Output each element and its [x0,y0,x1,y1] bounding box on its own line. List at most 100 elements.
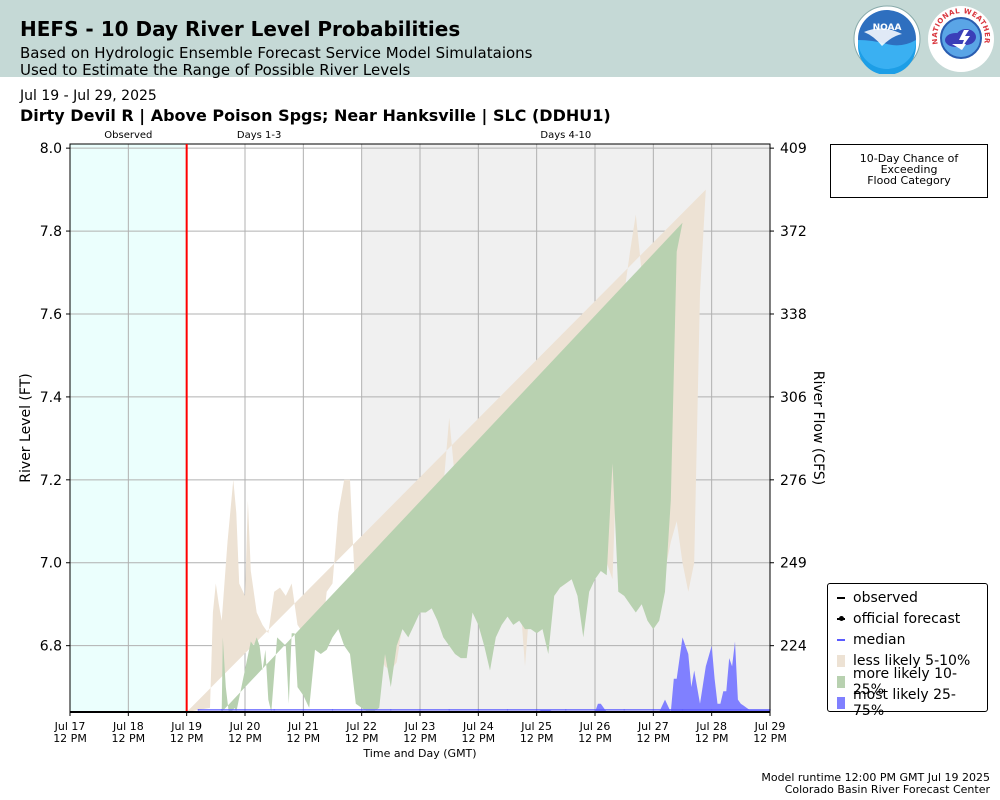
y-tick-label-0: 6.8 [40,639,62,655]
legend-item-band_5_10: less likely 5-10% [828,650,987,671]
median-point-18 [710,709,713,711]
legend-item-median: median [828,629,987,650]
page-subtitle-1: Based on Hydrologic Ensemble Forecast Se… [20,44,533,62]
y2-tick-label-6: 409 [780,141,807,157]
x-tick-label-4-line1: Jul 21 [287,720,319,733]
date-range: Jul 19 - Jul 29, 2025 [20,88,157,104]
band-1 [221,222,683,713]
y-tick-label-1: 7.0 [40,556,62,572]
median-point-14 [594,709,596,711]
x-tick-label-5-line2: 12 PM [345,732,379,745]
flood-box-line-2: Exceeding [880,163,938,176]
legend-swatch-median [830,638,852,641]
band-2 [536,637,770,712]
x-tick-label-0-line1: Jul 17 [54,720,86,733]
y-tick-label-2: 7.2 [40,473,62,489]
legend-swatch-band_10_25 [830,675,852,688]
median-point-17 [681,709,684,711]
x-tick-label-1-line2: 12 PM [112,732,146,745]
median-point-4 [302,709,305,711]
x-tick-label-0-line2: 12 PM [53,732,87,745]
y2-tick-label-1: 249 [780,556,807,572]
x-tick-label-9-line1: Jul 26 [579,720,611,733]
legend-label-band_5_10: less likely 5-10% [853,652,971,669]
station-title: Dirty Devil R | Above Poison Spgs; Near … [20,106,611,125]
x-tick-label-10-line1: Jul 27 [637,720,669,733]
median-point-9 [448,709,450,711]
median-point-12 [535,709,538,711]
x-tick-label-8-line1: Jul 25 [520,720,552,733]
legend-label-band_10_25: more likely 10-25% [852,665,958,698]
legend-item-band_25_75: most likely 25-75% [828,687,987,719]
median-point-19 [740,709,742,711]
legend-label-band_25_75: most likely 25-75% [853,686,956,719]
y2-tick-label-5: 372 [780,224,807,240]
y-tick-label-4: 7.6 [40,307,62,323]
x-tick-label-1-line1: Jul 18 [112,720,144,733]
region-label-0: Observed [104,130,152,141]
x-tick-label-3-line2: 12 PM [228,732,262,745]
x-tick-label-7-line2: 12 PM [462,732,496,745]
x-tick-label-7-line1: Jul 24 [462,720,494,733]
page-subtitle-2: Used to Estimate the Range of Possible R… [20,61,411,79]
x-tick-label-12-line1: Jul 29 [754,720,786,733]
probability-bands [186,189,770,713]
x-tick-label-9-line2: 12 PM [578,732,612,745]
median-point-10 [477,709,480,711]
legend-swatch-official [830,615,852,621]
x-tick-label-4-line2: 12 PM [287,732,321,745]
chart-legend: observed official forecast median less like… [827,583,988,719]
legend-label-median: median [853,631,906,648]
header-banner: HEFS - 10 Day River Level Probabilities … [0,0,1000,79]
noaa-logo-text: NOAA [873,23,902,33]
y-tick-label-3: 7.4 [40,390,62,406]
y-tick-label-6: 8.0 [40,141,62,157]
median-point-0 [197,709,200,711]
flood-category-box: 10-Day Chance of Exceeding Flood Categor… [830,144,988,198]
median-point-8 [419,709,421,711]
legend-swatch-band_5_10 [830,654,852,667]
y-tick-label-5: 7.8 [40,224,62,240]
agency-credit: Colorado Basin River Forecast Center [784,783,990,796]
y2-axis-label: River Flow (CFS) [810,371,826,486]
x-tick-label-2-line1: Jul 19 [170,720,202,733]
region-label-2: Days 4-10 [540,130,591,141]
legend-label-official: official forecast [853,610,961,627]
x-tick-label-11-line1: Jul 28 [695,720,727,733]
median-point-6 [360,709,363,711]
x-tick-label-6-line1: Jul 23 [404,720,436,733]
x-tick-label-10-line2: 12 PM [637,732,671,745]
x-tick-label-6-line2: 12 PM [403,732,437,745]
legend-item-band_10_25: more likely 10-25% [828,666,987,698]
page-title: HEFS - 10 Day River Level Probabilities [20,17,461,41]
nws-logo: NATIONAL WEATHER SERVICE [926,4,994,72]
legend-item-official: official forecast [828,608,987,629]
noaa-logo: NOAA [853,5,921,74]
y2-tick-label-4: 338 [780,307,807,323]
flood-box-line-3: Flood Category [867,174,951,187]
median-point-2 [244,709,246,711]
x-tick-label-3-line1: Jul 20 [229,720,261,733]
median-point-3 [273,709,275,711]
region-label-1: Days 1-3 [237,130,281,141]
median-point-7 [390,709,392,711]
y2-tick-label-0: 224 [780,639,807,655]
legend-label-observed: observed [853,589,918,606]
y-axis-label: River Level (FT) [18,373,34,482]
median-point-13 [565,709,567,711]
median-point-11 [506,709,509,711]
flood-box-line-1: 10-Day Chance of [859,152,959,165]
median-point-1 [220,709,223,711]
x-tick-label-8-line2: 12 PM [520,732,554,745]
legend-swatch-observed [830,596,852,599]
x-axis-label: Time and Day (GMT) [362,747,476,760]
median-point-15 [623,709,625,711]
y2-tick-label-2: 276 [780,473,807,489]
median-layer [197,709,771,711]
x-tick-label-2-line2: 12 PM [170,732,204,745]
x-tick-label-5-line1: Jul 22 [345,720,377,733]
median-point-16 [652,709,655,711]
x-tick-label-11-line2: 12 PM [695,732,729,745]
